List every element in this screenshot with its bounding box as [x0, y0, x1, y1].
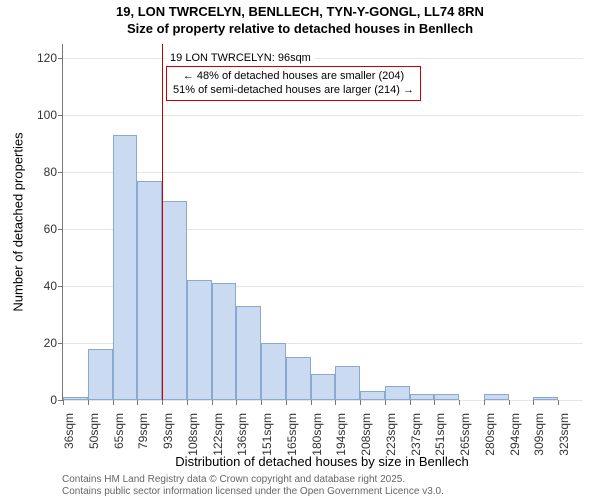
xtick-mark: [434, 400, 435, 405]
histogram-bar: [212, 283, 237, 400]
histogram-bar: [484, 394, 509, 400]
xtick-mark: [558, 400, 559, 405]
ytick-label: 60: [44, 222, 57, 236]
ytick-label: 120: [37, 51, 57, 65]
attribution-line-2: Contains public sector information licen…: [62, 486, 444, 497]
gridline: [63, 115, 583, 116]
y-axis-label: Number of detached properties: [11, 132, 26, 311]
ytick-mark: [58, 58, 63, 59]
marker-annotation-box: ← 48% of detached houses are smaller (20…: [166, 66, 421, 101]
annotation-line: 51% of semi-detached houses are larger (…: [173, 83, 414, 97]
histogram-bar: [311, 374, 336, 400]
xtick-mark: [311, 400, 312, 405]
xtick-mark: [212, 400, 213, 405]
ytick-label: 100: [37, 108, 57, 122]
xtick-mark: [162, 400, 163, 405]
histogram-bar: [335, 366, 360, 400]
xtick-mark: [509, 400, 510, 405]
histogram-bar: [286, 357, 311, 400]
xtick-mark: [236, 400, 237, 405]
ytick-mark: [58, 115, 63, 116]
chart-titles: 19, LON TWRCELYN, BENLLECH, TYN-Y-GONGL,…: [0, 0, 600, 38]
xtick-label: 136sqm: [235, 413, 249, 456]
histogram-bar: [88, 349, 113, 400]
marker-line: [162, 44, 163, 400]
histogram-bar: [63, 397, 88, 400]
xtick-label: 180sqm: [310, 413, 324, 456]
x-axis-label: Distribution of detached houses by size …: [62, 454, 582, 469]
histogram-bar: [434, 394, 459, 400]
xtick-label: 223sqm: [384, 413, 398, 456]
xtick-label: 265sqm: [458, 413, 472, 456]
xtick-mark: [88, 400, 89, 405]
xtick-mark: [286, 400, 287, 405]
title-line-1: 19, LON TWRCELYN, BENLLECH, TYN-Y-GONGL,…: [0, 4, 600, 21]
histogram-bar: [162, 201, 187, 400]
ytick-mark: [58, 343, 63, 344]
histogram-bar: [533, 397, 558, 400]
histogram-bar: [360, 391, 385, 400]
ytick-label: 80: [44, 165, 57, 179]
ytick-label: 0: [50, 393, 57, 407]
xtick-label: 93sqm: [161, 413, 175, 449]
xtick-label: 294sqm: [508, 413, 522, 456]
histogram-bar: [187, 280, 212, 400]
xtick-mark: [410, 400, 411, 405]
xtick-mark: [137, 400, 138, 405]
xtick-label: 165sqm: [285, 413, 299, 456]
marker-value-label: 19 LON TWRCELYN: 96sqm: [166, 51, 315, 65]
xtick-label: 237sqm: [409, 413, 423, 456]
xtick-label: 151sqm: [260, 413, 274, 456]
title-line-2: Size of property relative to detached ho…: [0, 21, 600, 38]
ytick-mark: [58, 172, 63, 173]
xtick-mark: [385, 400, 386, 405]
xtick-mark: [335, 400, 336, 405]
ytick-label: 40: [44, 279, 57, 293]
xtick-label: 79sqm: [136, 413, 150, 449]
chart-container: 19, LON TWRCELYN, BENLLECH, TYN-Y-GONGL,…: [0, 0, 600, 500]
xtick-mark: [360, 400, 361, 405]
xtick-mark: [261, 400, 262, 405]
xtick-mark: [533, 400, 534, 405]
histogram-bar: [385, 386, 410, 400]
xtick-label: 208sqm: [359, 413, 373, 456]
gridline: [63, 58, 583, 59]
histogram-bar: [113, 135, 138, 400]
attribution-line-1: Contains HM Land Registry data © Crown c…: [62, 474, 405, 485]
histogram-bar: [137, 181, 162, 400]
gridline: [63, 172, 583, 173]
xtick-label: 251sqm: [433, 413, 447, 456]
xtick-label: 280sqm: [483, 413, 497, 456]
xtick-mark: [459, 400, 460, 405]
xtick-mark: [187, 400, 188, 405]
xtick-mark: [484, 400, 485, 405]
ytick-label: 20: [44, 336, 57, 350]
xtick-mark: [63, 400, 64, 405]
xtick-label: 65sqm: [112, 413, 126, 449]
xtick-label: 309sqm: [532, 413, 546, 456]
plot-area: 02040608010012036sqm50sqm65sqm79sqm93sqm…: [62, 44, 583, 401]
histogram-bar: [410, 394, 435, 400]
histogram-bar: [236, 306, 261, 400]
xtick-label: 122sqm: [211, 413, 225, 456]
histogram-bar: [261, 343, 286, 400]
xtick-mark: [113, 400, 114, 405]
gridline: [63, 400, 583, 401]
xtick-label: 36sqm: [62, 413, 76, 449]
xtick-label: 108sqm: [186, 413, 200, 456]
ytick-mark: [58, 229, 63, 230]
xtick-label: 194sqm: [334, 413, 348, 456]
ytick-mark: [58, 286, 63, 287]
annotation-line: ← 48% of detached houses are smaller (20…: [173, 69, 414, 83]
xtick-label: 50sqm: [87, 413, 101, 449]
xtick-label: 323sqm: [557, 413, 571, 456]
